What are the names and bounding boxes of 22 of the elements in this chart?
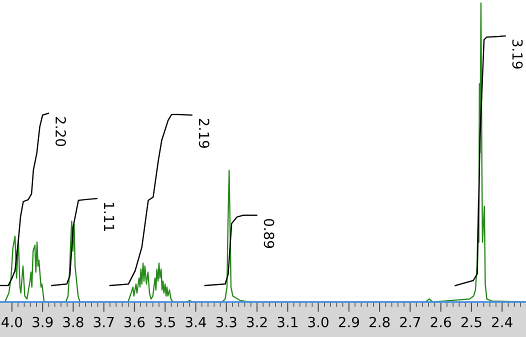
x-tick-label: 3.7: [94, 316, 114, 328]
x-tick-label: 3.9: [32, 316, 53, 328]
x-tick-label: 2.6: [430, 316, 452, 328]
x-tick-label: 3.8: [63, 316, 84, 328]
x-tick-label: 3.0: [308, 316, 328, 328]
x-tick-label: 2.5: [461, 316, 482, 328]
x-tick-label: 2.9: [338, 316, 359, 328]
x-tick-label: 2.7: [400, 316, 420, 328]
annotation: 2.20: [55, 117, 66, 146]
x-tick-label: 3.2: [247, 316, 267, 328]
x-tick-label: 2.8: [370, 316, 390, 328]
annotation: 2.19: [198, 118, 210, 148]
x-tick-label: 3.5: [155, 316, 175, 328]
annotation: 3.19: [512, 40, 523, 69]
x-tick-label: 3.1: [278, 316, 298, 328]
x-tick-label: 3.6: [124, 316, 145, 328]
x-tick-label: 3.3: [216, 316, 236, 328]
annotation: 1.11: [104, 202, 114, 231]
x-tick-label: 4.0: [2, 316, 22, 328]
x-tick-label: 3.4: [186, 316, 206, 328]
annotation: 0.89: [264, 218, 274, 248]
x-tick-label: 2.4: [492, 316, 512, 328]
